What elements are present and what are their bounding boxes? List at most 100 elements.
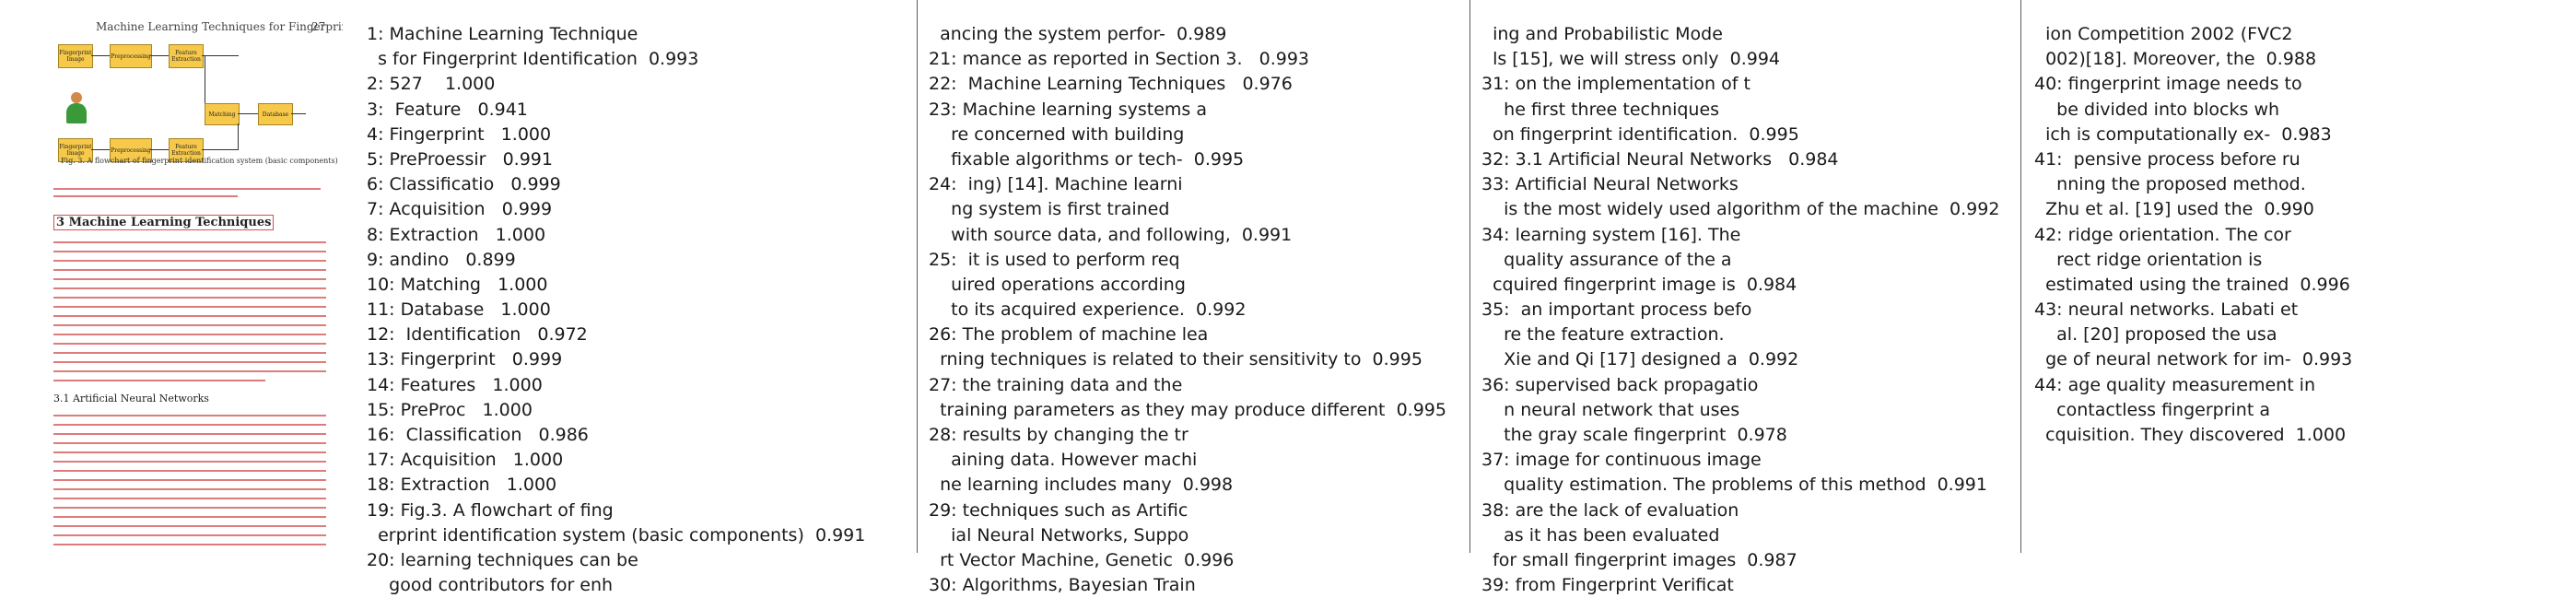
ocr-line: 18: Extraction 1.000 bbox=[367, 475, 557, 496]
ocr-line: 10: Matching 1.000 bbox=[367, 274, 548, 295]
flowchart-box: Fingerprint Image bbox=[58, 138, 93, 162]
flowchart-box: Preprocessing bbox=[110, 44, 152, 68]
ocr-line: Xie and Qi [17] designed a 0.992 bbox=[1481, 349, 1799, 370]
ocr-line: al. [20] proposed the usa bbox=[2034, 324, 2277, 346]
ocr-line: ich is computationally ex- 0.983 bbox=[2034, 123, 2332, 145]
flowchart-box: Feature Extraction bbox=[169, 44, 204, 68]
ocr-line: 12: Identification 0.972 bbox=[367, 324, 588, 346]
ocr-line: ge of neural network for im- 0.993 bbox=[2034, 349, 2353, 370]
page-number: 27 bbox=[311, 20, 326, 33]
ocr-line: 5: PreProessir 0.991 bbox=[367, 148, 553, 170]
ocr-line: good contributors for enh bbox=[367, 575, 614, 596]
ocr-line: cquisition. They discovered 1.000 bbox=[2034, 425, 2347, 445]
ocr-line: 30: Algorithms, Bayesian Train bbox=[929, 575, 1196, 596]
ocr-line: 26: The problem of machine lea bbox=[929, 324, 1209, 346]
column-divider bbox=[917, 0, 918, 553]
ocr-line: 17: Acquisition 1.000 bbox=[367, 450, 564, 471]
ocr-line: ancing the system perfor- 0.989 bbox=[929, 24, 1227, 44]
ocr-line: 21: mance as reported in Section 3. 0.99… bbox=[929, 49, 1310, 70]
ocr-line: 32: 3.1 Artificial Neural Networks 0.984 bbox=[1481, 148, 1839, 170]
ocr-line: re concerned with building bbox=[929, 123, 1185, 145]
figure-caption: Fig. 3. A flowchart of fingerprint ident… bbox=[61, 157, 338, 165]
running-head: Machine Learning Techniques for Fingerpr… bbox=[96, 20, 343, 33]
subsection-heading: 3.1 Artificial Neural Networks bbox=[53, 393, 209, 405]
ocr-line: nning the proposed method. bbox=[2034, 174, 2306, 195]
ocr-line: 24: ing) [14]. Machine learni bbox=[929, 174, 1183, 195]
ocr-line: quality estimation. The problems of this… bbox=[1481, 475, 1987, 496]
ocr-line: ng system is first trained bbox=[929, 199, 1170, 220]
ocr-line: 13: Fingerprint 0.999 bbox=[367, 349, 563, 370]
ocr-line: for small fingerprint images 0.987 bbox=[1481, 549, 1797, 570]
ocr-line: 38: are the lack of evaluation bbox=[1481, 499, 1739, 521]
ocr-line: 7: Acquisition 0.999 bbox=[367, 199, 553, 220]
ocr-line: 29: techniques such as Artific bbox=[929, 499, 1188, 521]
ocr-line: aining data. However machi bbox=[929, 450, 1198, 471]
ocr-line: re the feature extraction. bbox=[1481, 324, 1725, 346]
ocr-line: 27: the training data and the bbox=[929, 374, 1183, 395]
ocr-line: he first three techniques bbox=[1481, 99, 1720, 120]
flowchart-box: Database bbox=[258, 103, 293, 125]
ocr-line: 25: it is used to perform req bbox=[929, 249, 1180, 270]
ocr-line: 4: Fingerprint 1.000 bbox=[367, 123, 552, 145]
ocr-column-2: ancing the system perfor- 0.989 21: mance… bbox=[929, 22, 1446, 598]
ocr-line: 11: Database 1.000 bbox=[367, 299, 551, 321]
ocr-line: ial Neural Networks, Suppo bbox=[929, 524, 1189, 545]
ocr-line: training parameters as they may produce … bbox=[929, 399, 1446, 420]
flowchart-box: Feature Extraction bbox=[169, 138, 204, 162]
ocr-line: 42: ridge orientation. The cor bbox=[2034, 224, 2291, 245]
ocr-line: 14: Features 1.000 bbox=[367, 374, 543, 395]
ocr-line: 2: 527 1.000 bbox=[367, 74, 496, 95]
ocr-line: contactless fingerprint a bbox=[2034, 399, 2270, 420]
ocr-line: 34: learning system [16]. The bbox=[1481, 224, 1741, 245]
ocr-line: ls [15], we will stress only 0.994 bbox=[1481, 49, 1780, 70]
ocr-line: 37: image for continuous image bbox=[1481, 450, 1762, 471]
ocr-line: 41: pensive process before ru bbox=[2034, 148, 2301, 170]
page-thumbnail: Machine Learning Techniques for Fingerpr… bbox=[0, 0, 343, 553]
ocr-line: 43: neural networks. Labati et bbox=[2034, 299, 2299, 321]
ocr-line: quality assurance of the a bbox=[1481, 249, 1732, 270]
ocr-line: is the most widely used algorithm of the… bbox=[1481, 199, 2000, 220]
ocr-line: 6: Classificatio 0.999 bbox=[367, 174, 561, 195]
ocr-line: s for Fingerprint Identification 0.993 bbox=[367, 49, 699, 70]
ocr-line: 35: an important process befo bbox=[1481, 299, 1752, 321]
flowchart-box: Fingerprint Image bbox=[58, 44, 93, 68]
ocr-column-1: 1: Machine Learning Technique s for Fing… bbox=[367, 22, 865, 598]
ocr-line: cquired fingerprint image is 0.984 bbox=[1481, 274, 1797, 295]
ocr-line: Zhu et al. [19] used the 0.990 bbox=[2034, 199, 2314, 220]
ocr-line: erprint identification system (basic com… bbox=[367, 524, 866, 545]
flowchart-figure: Fingerprint Image Preprocessing Feature … bbox=[53, 39, 330, 168]
ocr-line: 31: on the implementation of t bbox=[1481, 74, 1751, 95]
column-divider bbox=[1469, 0, 1470, 553]
ocr-line: on fingerprint identification. 0.995 bbox=[1481, 123, 1799, 145]
ocr-line: 44: age quality measurement in bbox=[2034, 374, 2316, 395]
ocr-line: ing and Probabilistic Mode bbox=[1481, 24, 1723, 44]
ocr-line: ion Competition 2002 (FVC2 bbox=[2034, 24, 2293, 44]
ocr-line: be divided into blocks wh bbox=[2034, 99, 2280, 120]
ocr-line: 33: Artificial Neural Networks bbox=[1481, 174, 1739, 195]
ocr-line: with source data, and following, 0.991 bbox=[929, 224, 1293, 245]
ocr-line: 8: Extraction 1.000 bbox=[367, 224, 546, 245]
ocr-line: 20: learning techniques can be bbox=[367, 549, 638, 570]
column-divider bbox=[2020, 0, 2021, 553]
ocr-line: 36: supervised back propagatio bbox=[1481, 374, 1759, 395]
ocr-line: 9: andino 0.899 bbox=[367, 249, 516, 270]
ocr-line: rt Vector Machine, Genetic 0.996 bbox=[929, 549, 1235, 570]
ocr-line: uired operations according bbox=[929, 274, 1186, 295]
ocr-line: 15: PreProc 1.000 bbox=[367, 399, 533, 420]
ocr-column-3: ing and Probabilistic Mode ls [15], we w… bbox=[1481, 22, 1999, 598]
ocr-line: 40: fingerprint image needs to bbox=[2034, 74, 2302, 95]
ocr-line: as it has been evaluated bbox=[1481, 524, 1720, 545]
ocr-line: the gray scale fingerprint 0.978 bbox=[1481, 425, 1787, 445]
ocr-line: 39: from Fingerprint Verificat bbox=[1481, 575, 1734, 596]
ocr-line: 002)[18]. Moreover, the 0.988 bbox=[2034, 49, 2317, 70]
ocr-line: rect ridge orientation is bbox=[2034, 249, 2263, 270]
ocr-line: 3: Feature 0.941 bbox=[367, 99, 528, 120]
ocr-column-4: ion Competition 2002 (FVC2 002)[18]. Mor… bbox=[2034, 22, 2352, 448]
flowchart-box: Matching bbox=[205, 103, 240, 125]
ocr-line: n neural network that uses bbox=[1481, 399, 1740, 420]
ocr-line: rning techniques is related to their sen… bbox=[929, 349, 1423, 370]
ocr-line: 23: Machine learning systems a bbox=[929, 99, 1208, 120]
user-icon bbox=[64, 92, 88, 125]
ocr-line: to its acquired experience. 0.992 bbox=[929, 299, 1247, 321]
ocr-line: ne learning includes many 0.998 bbox=[929, 475, 1234, 496]
